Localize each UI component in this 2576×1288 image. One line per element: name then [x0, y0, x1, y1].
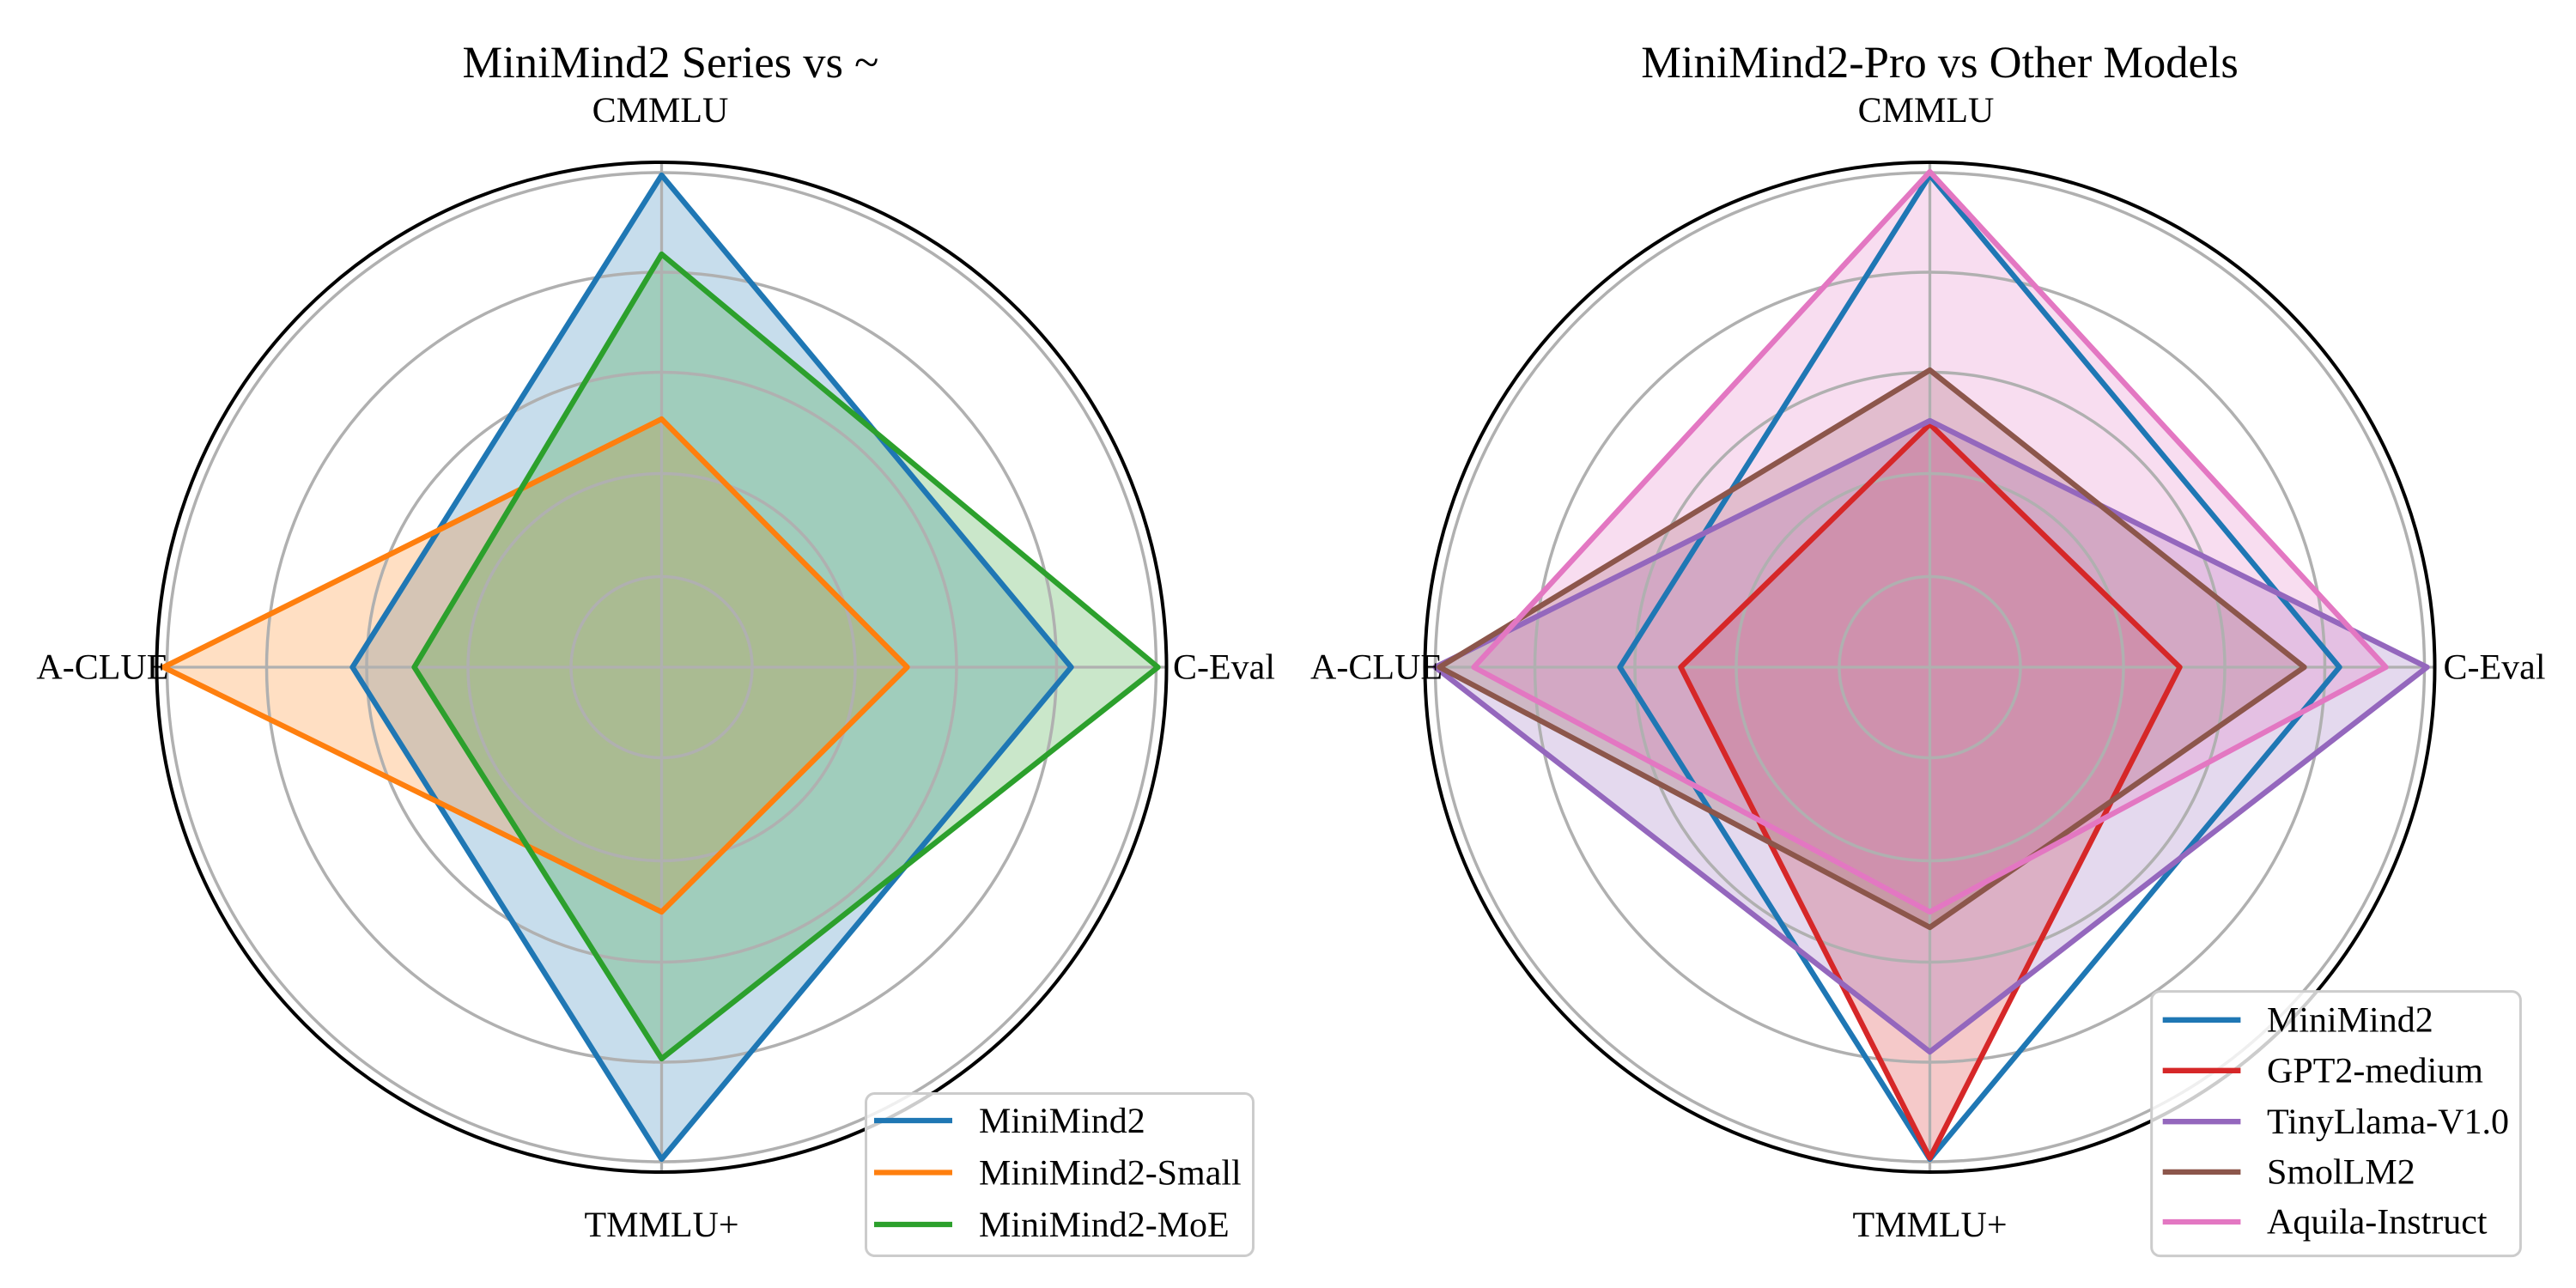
svg-text:A-CLUE: A-CLUE: [36, 648, 168, 688]
svg-text:TinyLlama-V1.0: TinyLlama-V1.0: [2267, 1103, 2509, 1142]
svg-text:MiniMind2: MiniMind2: [979, 1102, 1145, 1141]
svg-text:TMMLU+: TMMLU+: [584, 1206, 738, 1245]
svg-text:MiniMind2-Small: MiniMind2-Small: [979, 1154, 1242, 1194]
svg-text:MiniMind2-MoE: MiniMind2-MoE: [979, 1206, 1230, 1245]
svg-text:Aquila-Instruct: Aquila-Instruct: [2267, 1203, 2488, 1242]
svg-text:MiniMind2-Pro vs Other Models: MiniMind2-Pro vs Other Models: [1641, 38, 2239, 88]
svg-text:A-CLUE: A-CLUE: [1310, 648, 1443, 688]
svg-text:TMMLU+: TMMLU+: [1852, 1206, 2007, 1245]
svg-text:C-Eval: C-Eval: [1173, 648, 1275, 688]
svg-text:C-Eval: C-Eval: [2444, 648, 2546, 688]
svg-text:GPT2-medium: GPT2-medium: [2267, 1052, 2483, 1091]
svg-text:MiniMind2: MiniMind2: [2267, 1001, 2433, 1041]
svg-text:CMMLU: CMMLU: [592, 91, 729, 131]
svg-text:SmolLM2: SmolLM2: [2267, 1153, 2415, 1193]
svg-text:CMMLU: CMMLU: [1858, 91, 1995, 131]
svg-text:MiniMind2 Series vs ~: MiniMind2 Series vs ~: [463, 38, 879, 88]
